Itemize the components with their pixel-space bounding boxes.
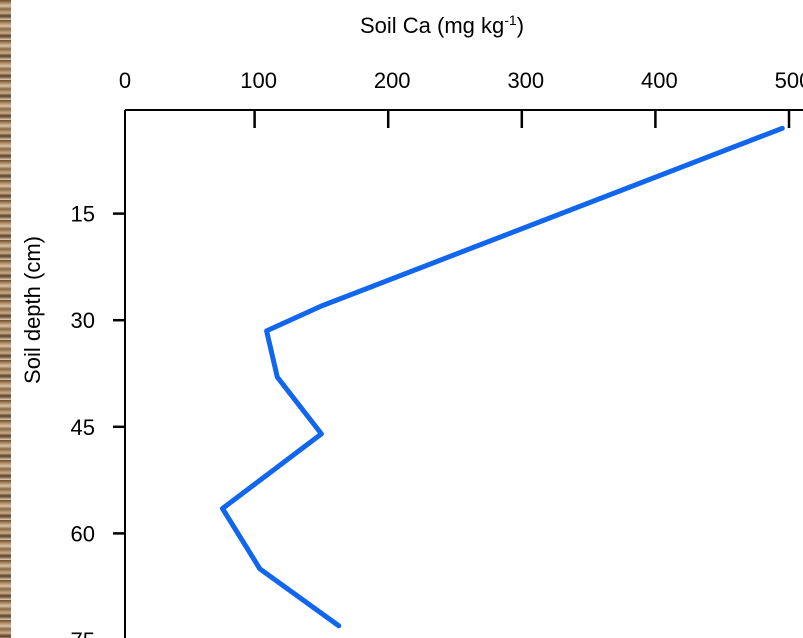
x-tick-label: 500 bbox=[775, 68, 803, 93]
y-tick-label: 15 bbox=[71, 202, 95, 227]
y-tick-label: 75 bbox=[71, 628, 95, 638]
axes: 0 100 200 300 400 500 15 30 45 60 75 bbox=[71, 68, 803, 638]
series-layer bbox=[220, 125, 785, 629]
x-tick-label: 300 bbox=[507, 68, 544, 93]
y-axis-title: Soil depth (cm) bbox=[20, 236, 45, 384]
y-tick-label: 30 bbox=[71, 308, 95, 333]
x-tick-label: 400 bbox=[641, 68, 678, 93]
y-tick-label: 60 bbox=[71, 521, 95, 546]
y-tick-label: 45 bbox=[71, 415, 95, 440]
x-tick-label: 0 bbox=[119, 68, 131, 93]
ca-profile-line bbox=[220, 125, 785, 629]
x-tick-label: 100 bbox=[240, 68, 277, 93]
x-tick-label: 200 bbox=[374, 68, 411, 93]
x-axis-title: Soil Ca (mg kg-1) bbox=[360, 12, 524, 38]
soil-photo-strip bbox=[0, 0, 11, 638]
